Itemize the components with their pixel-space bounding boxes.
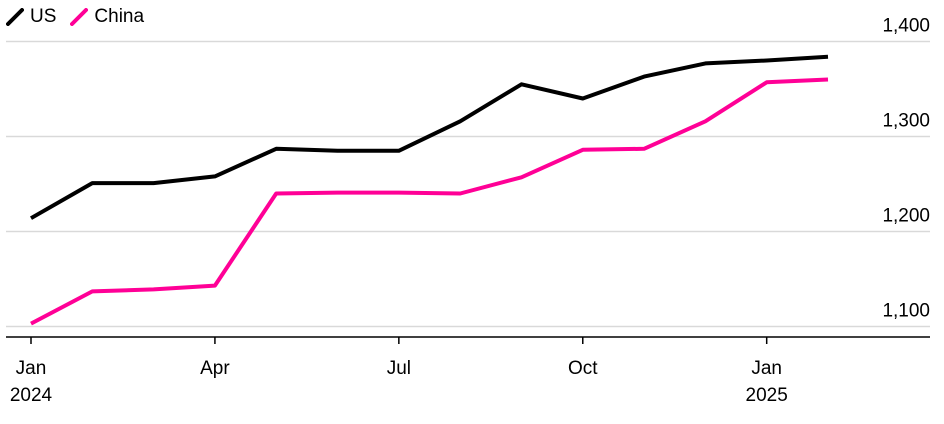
series-line-china	[30, 77, 829, 326]
legend-item-us: US	[6, 6, 56, 28]
y-tick-label-1300: 1,300	[882, 111, 930, 132]
legend-label-china: China	[94, 6, 145, 27]
y-tick-label-1400: 1,400	[882, 16, 930, 37]
x-tick-sublabel-4: 2025	[746, 385, 788, 406]
x-tick-label-3: Oct	[568, 358, 598, 379]
x-tick-label-1: Apr	[200, 358, 230, 379]
legend-item-china: China	[70, 6, 144, 28]
us-line-swatch-icon	[6, 8, 24, 26]
china-line-swatch-icon	[70, 8, 89, 26]
y-tick-label-1200: 1,200	[882, 206, 930, 227]
x-tick-sublabel-0: 2024	[10, 385, 53, 406]
legend-label-us: US	[30, 6, 57, 27]
y-tick-label-1100: 1,100	[882, 301, 930, 322]
series-line-us	[30, 54, 829, 220]
x-tick-label-4: Jan	[751, 358, 782, 379]
legend: US China	[6, 6, 144, 28]
x-tick-label-2: Jul	[387, 358, 411, 379]
x-tick-label-0: Jan	[16, 358, 47, 379]
